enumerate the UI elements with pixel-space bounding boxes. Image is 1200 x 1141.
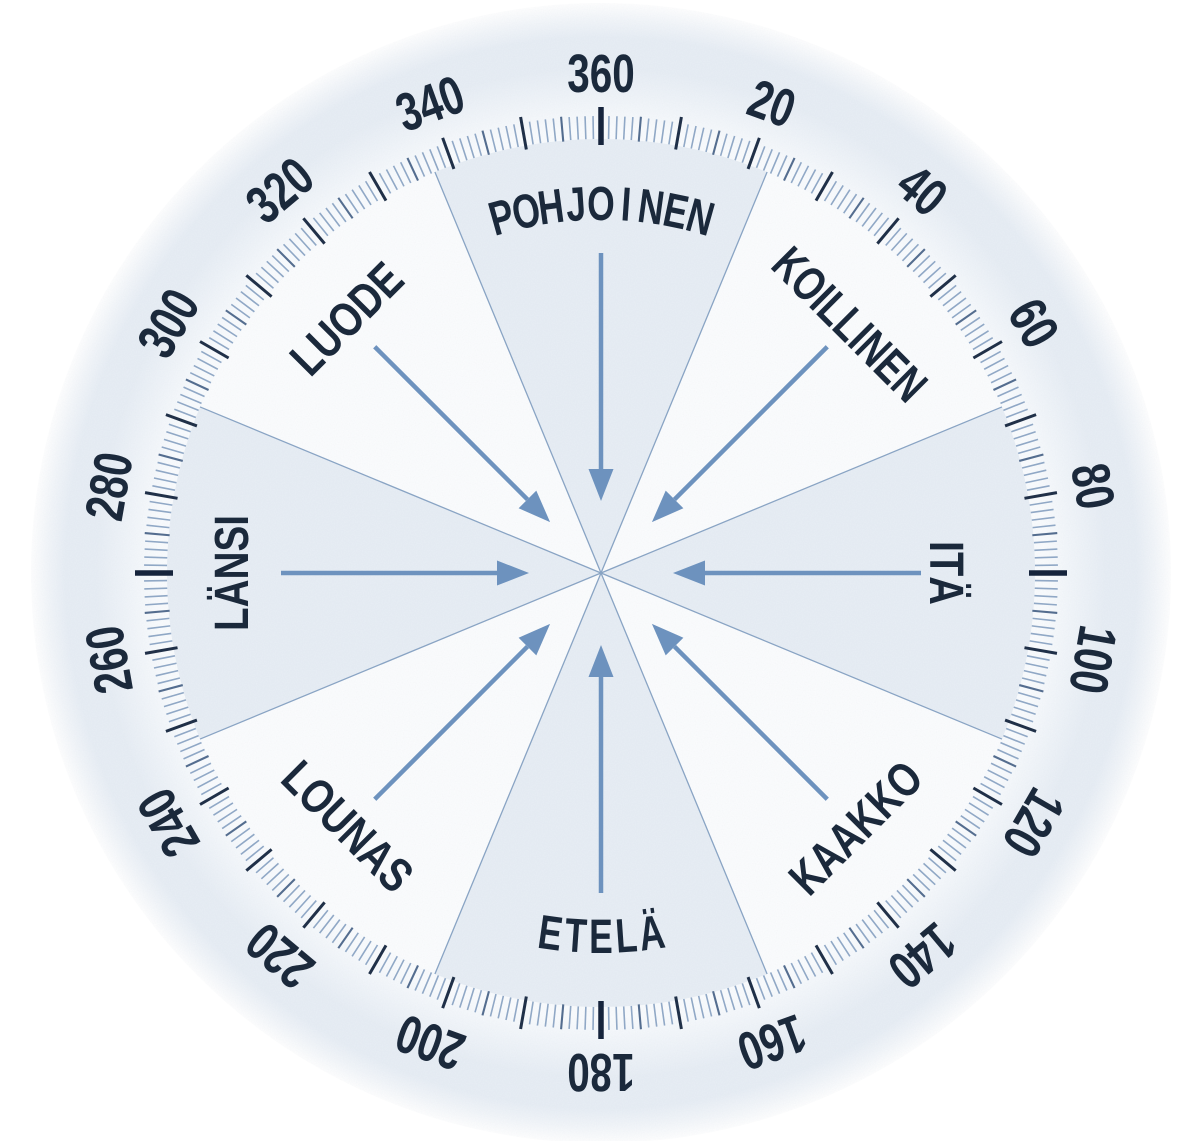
grain-overlay [31,3,1171,1141]
compass-rose-page: 2040608010012014016018020022024026028030… [31,3,1171,1141]
grain-rect [31,3,1171,1141]
compass-rose-diagram: 2040608010012014016018020022024026028030… [31,3,1171,1141]
